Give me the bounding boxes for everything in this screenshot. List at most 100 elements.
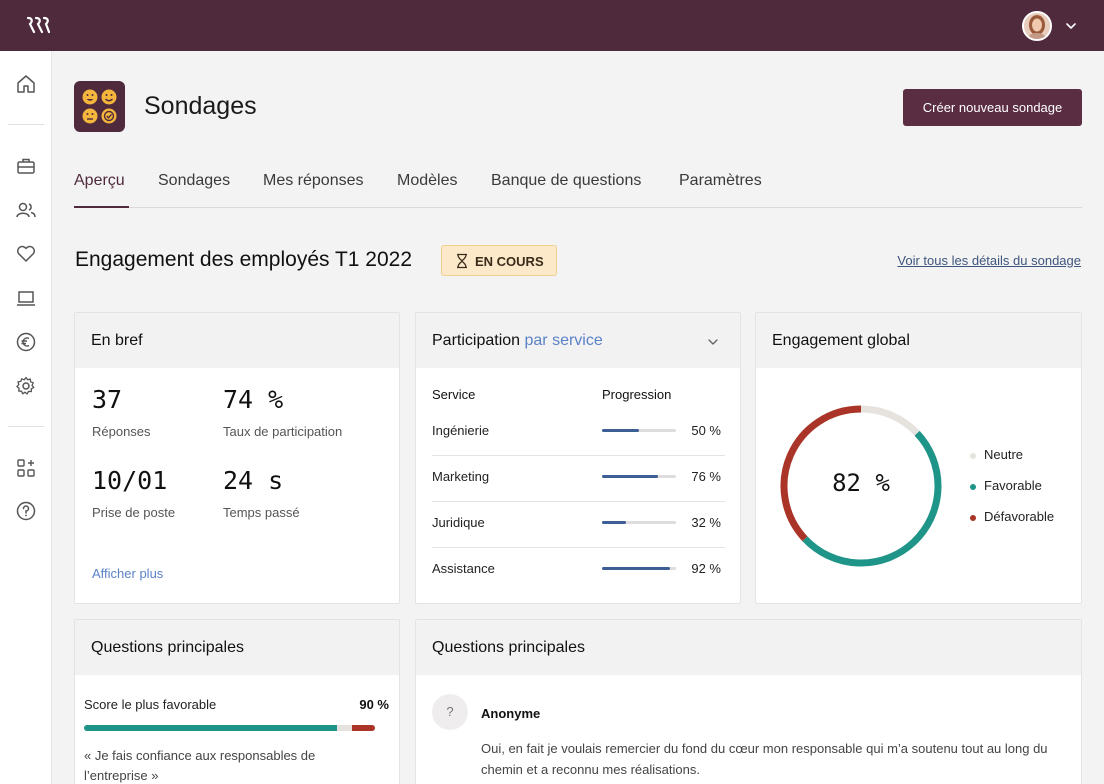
legend-item: Défavorable: [970, 509, 1054, 524]
sidebar-divider: [8, 124, 44, 125]
legend-item: Neutre: [970, 447, 1023, 462]
card-title-accent: par service: [524, 332, 603, 349]
settings-icon[interactable]: [15, 375, 37, 397]
heart-icon[interactable]: [15, 243, 37, 265]
page-title: Sondages: [144, 92, 257, 120]
create-survey-button[interactable]: Créer nouveau sondage: [903, 89, 1082, 126]
card-title: En bref: [91, 332, 143, 349]
chevron-down-icon[interactable]: [1064, 19, 1078, 33]
service-name: Juridique: [432, 515, 485, 530]
participation-card: Participation par service Service Progre…: [415, 312, 741, 604]
apps-icon[interactable]: [15, 457, 37, 479]
engagement-donut-chart: [780, 405, 942, 567]
service-row: Assistance 92 %: [432, 548, 725, 594]
anonymous-avatar: ?: [432, 694, 468, 730]
question-quote: « Je fais confiance aux responsables de …: [84, 748, 316, 783]
survey-title: Engagement des employés T1 2022: [75, 248, 413, 271]
home-icon[interactable]: [15, 73, 37, 95]
progress-percent: 76 %: [691, 469, 721, 484]
card-header: Engagement global: [756, 313, 1081, 368]
help-icon[interactable]: [15, 500, 37, 522]
progress-percent: 32 %: [691, 515, 721, 530]
progress-fill: [602, 429, 639, 432]
brand-logo-icon[interactable]: [26, 16, 50, 34]
sidebar-divider: [8, 426, 44, 427]
service-row: Ingénierie 50 %: [432, 410, 725, 456]
progress-track: [602, 475, 676, 478]
tab-sondages[interactable]: Sondages: [158, 172, 231, 189]
score-bar-segment: [84, 725, 338, 731]
column-header-progress: Progression: [602, 387, 672, 402]
stat-label: Prise de poste: [92, 505, 176, 520]
service-name: Assistance: [432, 561, 495, 576]
sidebar: [0, 51, 52, 784]
survey-details-link[interactable]: Voir tous les détails du sondage: [897, 253, 1081, 268]
stat-value: 24 s: [223, 466, 284, 495]
card-title: Engagement global: [772, 332, 910, 349]
card-title: Questions principales: [432, 639, 585, 656]
service-name: Ingénierie: [432, 423, 490, 438]
stat-value: 37: [92, 385, 123, 414]
card-header[interactable]: Participation par service: [416, 313, 740, 368]
card-title: Questions principales: [91, 639, 244, 656]
legend-dot-icon: [970, 452, 976, 459]
avatar-portrait-icon: [1024, 13, 1050, 39]
stat-label: Temps passé: [223, 505, 300, 520]
donut-segment-favorable: [802, 430, 942, 567]
engagement-card: Engagement global 82 % Neutre Favorable Dé…: [755, 312, 1082, 604]
hourglass-icon: [457, 253, 467, 269]
legend-label: Favorable: [984, 478, 1042, 493]
user-avatar[interactable]: [1022, 11, 1052, 41]
tab-apercu[interactable]: Aperçu: [74, 172, 125, 189]
people-icon[interactable]: [15, 199, 37, 221]
top-bar: [0, 0, 1104, 51]
tab-modeles[interactable]: Modèles: [397, 172, 458, 189]
tab-mes-reponses[interactable]: Mes réponses: [263, 172, 364, 189]
euro-icon[interactable]: [15, 331, 37, 353]
donut-segment-défavorable: [780, 405, 862, 542]
score-value: 90 %: [359, 697, 389, 712]
laptop-icon[interactable]: [15, 287, 37, 309]
progress-track: [602, 567, 676, 570]
comment-author: Anonyme: [481, 706, 541, 721]
tab-banque-de-questions[interactable]: Banque de questions: [491, 172, 642, 189]
emoji-faces-icon: [82, 89, 117, 124]
progress-fill: [602, 475, 659, 478]
status-text: EN COURS: [475, 254, 544, 269]
stat-value: 10/01: [92, 466, 168, 495]
progress-track: [602, 521, 676, 524]
status-badge: EN COURS: [441, 245, 557, 276]
service-row: Marketing 76 %: [432, 456, 725, 502]
comment-text: Oui, en fait je voulais remercier du fon…: [481, 741, 1048, 777]
legend-dot-icon: [970, 483, 976, 490]
service-row: Juridique 32 %: [432, 502, 725, 548]
top-questions-card: Questions principales Score le plus favo…: [74, 619, 400, 784]
score-bar-segment: [351, 725, 375, 731]
tab-bar: Aperçu Sondages Mes réponses Modèles Ban…: [74, 170, 1082, 208]
stat-label: Réponses: [92, 424, 151, 439]
service-name: Marketing: [432, 469, 490, 484]
card-header: En bref: [75, 313, 399, 368]
score-distribution-bar: [84, 725, 375, 731]
score-label: Score le plus favorable: [84, 697, 217, 712]
comments-card: Questions principales ? Anonyme Oui, en …: [415, 619, 1082, 784]
brief-card: En bref 37 Réponses 74 % Taux de partici…: [74, 312, 400, 604]
chevron-down-icon[interactable]: [706, 335, 720, 349]
tab-parametres[interactable]: Paramètres: [679, 172, 762, 189]
progress-percent: 50 %: [691, 423, 721, 438]
legend-item: Favorable: [970, 478, 1042, 493]
active-tab-indicator: [74, 206, 129, 208]
card-header: Questions principales: [75, 620, 399, 675]
donut-center-label: 82 %: [832, 469, 890, 497]
donut-segment-neutre: [860, 405, 920, 436]
progress-percent: 92 %: [691, 561, 721, 576]
progress-fill: [602, 567, 671, 570]
card-title-main: Participation: [432, 332, 521, 349]
show-more-link[interactable]: Afficher plus: [92, 566, 164, 581]
legend-label: Neutre: [984, 447, 1024, 462]
card-title: Participation par service: [432, 332, 603, 350]
score-bar-segment: [337, 725, 352, 731]
legend-dot-icon: [970, 514, 976, 521]
card-header: Questions principales: [416, 620, 1081, 675]
briefcase-icon[interactable]: [15, 155, 37, 177]
